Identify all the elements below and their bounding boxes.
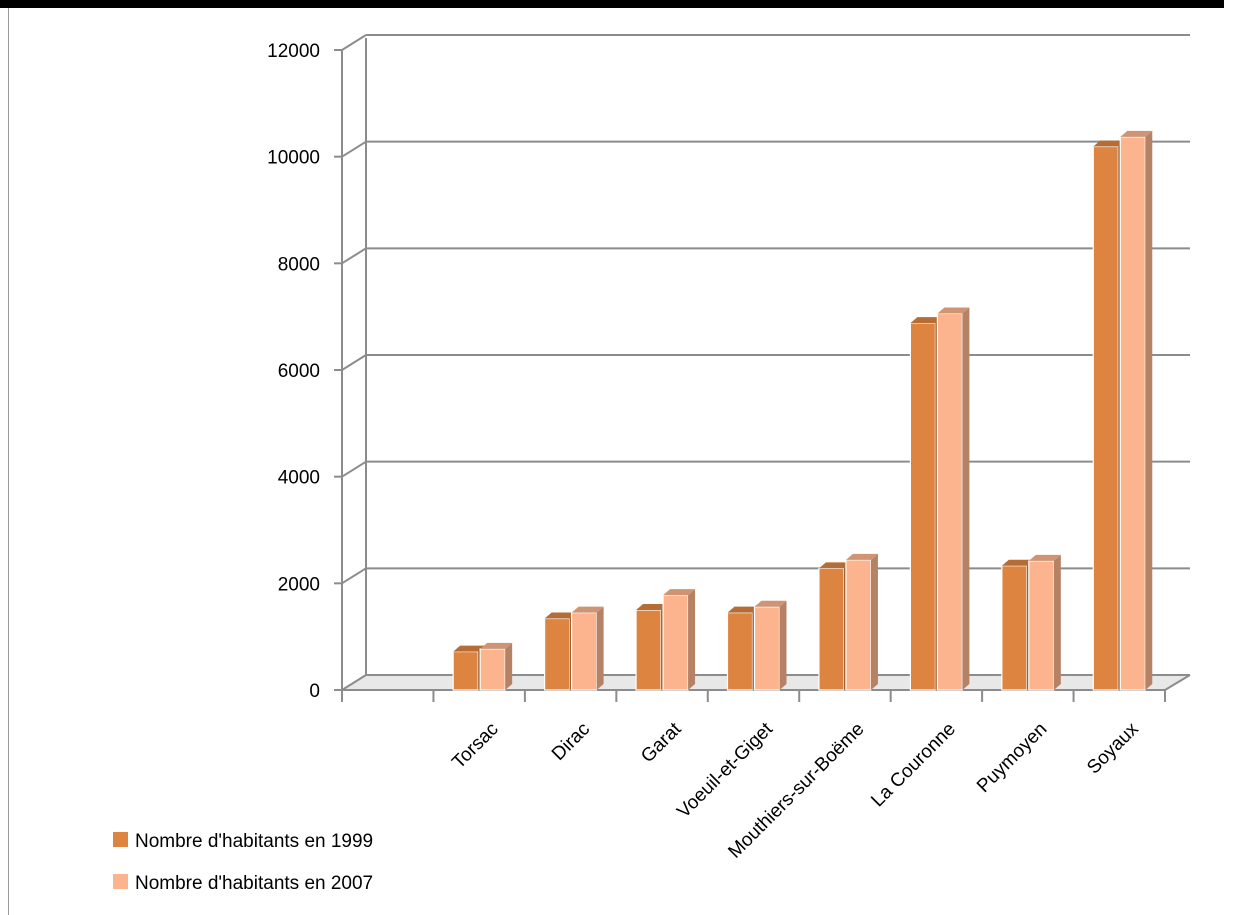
x-category-label: Soyaux	[1083, 718, 1143, 778]
x-axis-edge	[1164, 674, 1191, 691]
bar-1999	[909, 322, 936, 691]
bar-2007	[936, 312, 963, 691]
y-tick-label: 2000	[278, 574, 320, 595]
bar-side	[962, 307, 970, 690]
bar-side	[688, 589, 696, 690]
bar-top	[727, 606, 760, 613]
legend-label: Nombre d'habitants en 1999	[135, 831, 373, 852]
gridline-diagonal	[341, 674, 367, 691]
y-tick-label: 6000	[278, 361, 320, 382]
bar-2007	[571, 612, 598, 691]
gridline-diagonal	[341, 354, 367, 371]
gridline-diagonal	[341, 460, 367, 478]
y-tick-label: 12000	[267, 41, 320, 62]
bar-top	[453, 645, 486, 652]
top-border	[0, 0, 1224, 8]
bar-top	[571, 606, 604, 613]
bar-2007	[662, 594, 689, 691]
bar-top	[845, 553, 878, 560]
bar-top	[1001, 559, 1034, 566]
x-category-label: Voeuil-et-Giget	[673, 718, 777, 822]
y-tick-label: 0	[309, 681, 320, 702]
legend-swatch-2007	[113, 874, 128, 889]
bar-2007	[1028, 560, 1055, 691]
bar-top	[663, 589, 696, 596]
gridline-diagonal	[341, 247, 367, 265]
bar-2007	[753, 606, 781, 691]
x-category-label: Dirac	[548, 719, 594, 765]
x-category-label: Garat	[637, 718, 686, 767]
bar-top	[1093, 140, 1126, 147]
left-border	[8, 8, 9, 915]
bar-1999	[726, 612, 754, 691]
bar-top	[1028, 554, 1061, 561]
bar-2007	[479, 648, 506, 691]
bar-2007	[845, 559, 872, 691]
bar-top	[937, 307, 970, 314]
bar-1999	[635, 609, 662, 691]
bar-top	[544, 612, 577, 619]
y-tick-label: 4000	[278, 468, 320, 489]
y-tick-label: 10000	[267, 148, 320, 169]
bar-top	[818, 562, 851, 569]
bar-side	[596, 606, 604, 690]
bar-1999	[452, 650, 479, 691]
gridline-diagonal	[341, 140, 367, 158]
bar-side	[779, 600, 787, 690]
bar-top	[754, 600, 787, 607]
bar-top	[910, 317, 943, 324]
bar-1999	[1001, 565, 1028, 691]
bar-side	[505, 642, 513, 690]
bar-side	[1053, 554, 1061, 690]
x-category-label: Puymoyen	[973, 719, 1051, 797]
x-category-label: La Couronne	[867, 719, 960, 812]
bar-2007	[1119, 136, 1146, 691]
x-category-label: Torsac	[448, 719, 502, 773]
bar-side	[1145, 130, 1153, 690]
gridline-diagonal	[341, 34, 367, 51]
gridline-diagonal	[341, 567, 367, 585]
bar-top	[480, 642, 513, 649]
legend-label: Nombre d'habitants en 2007	[135, 873, 373, 894]
legend-swatch-1999	[113, 832, 128, 847]
bar-top	[1120, 130, 1153, 137]
y-tick-label: 8000	[278, 254, 320, 275]
bar-1999	[544, 617, 571, 691]
bar-side	[870, 553, 878, 690]
bar-1999	[818, 567, 845, 691]
bar-1999	[1092, 145, 1119, 691]
bar-top	[636, 604, 669, 610]
